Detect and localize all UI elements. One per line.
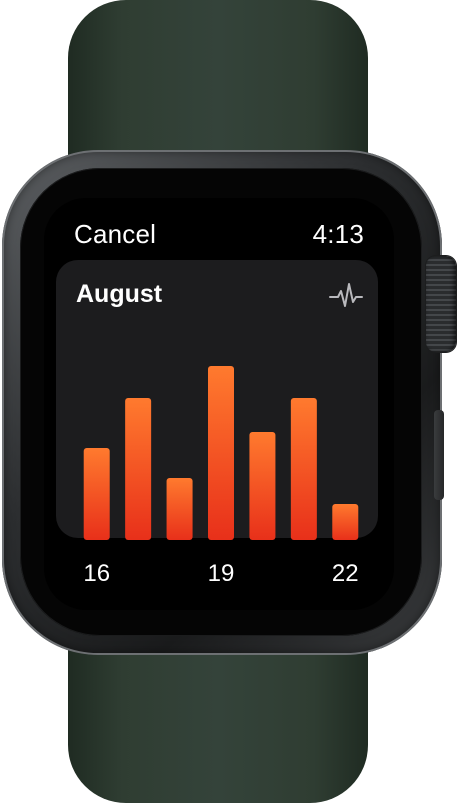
heart-rate-card[interactable]: August [56,260,378,540]
bar-19 [208,366,234,540]
bar-16 [83,448,110,540]
bar-17 [125,398,152,540]
cancel-button[interactable]: Cancel [74,218,157,249]
bar-18 [166,478,193,540]
x-tick-label: 22 [331,560,359,587]
x-axis-labels: 16 19 22 [76,560,366,590]
time-display: 4:13 [312,218,364,249]
watch-screen: Cancel 4:13 August 16 19 22 [44,198,394,610]
side-button[interactable] [434,410,444,500]
status-bar: Cancel 4:13 [74,218,364,250]
heart-rate-icon [329,283,363,307]
bar-chart [83,366,359,540]
bar-22 [332,504,359,540]
card-title: August [76,280,163,308]
bar-20 [249,432,276,540]
digital-crown[interactable] [426,256,456,352]
x-tick-label: 19 [207,560,235,587]
x-tick-label: 16 [83,560,111,587]
bar-21 [290,398,317,540]
